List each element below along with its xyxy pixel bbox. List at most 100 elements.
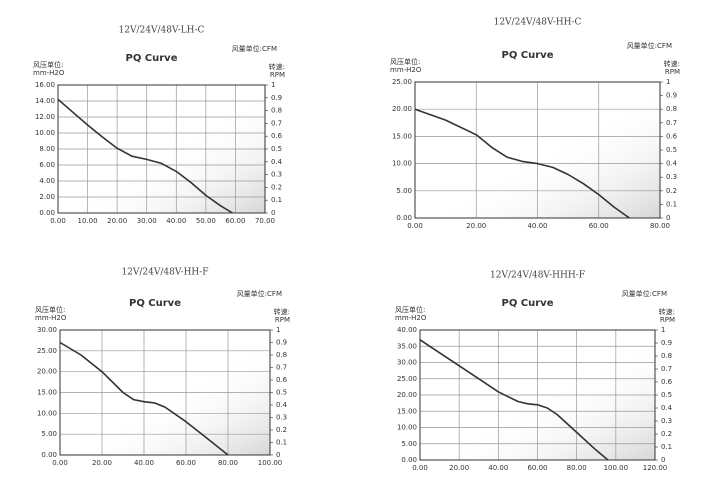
y2-tick-label: 0.7 <box>661 365 672 373</box>
y2-tick-label: 1 <box>271 81 275 89</box>
x-tick-label: 60.00 <box>527 464 547 472</box>
y2-tick-label: 0.9 <box>661 339 672 347</box>
y2-tick-label: 0.6 <box>666 132 678 140</box>
y2-axis-unit: RPM <box>270 71 285 79</box>
y-tick-label: 4.00 <box>39 177 55 185</box>
y2-tick-label: 0.7 <box>276 364 287 372</box>
x-tick-label: 60.00 <box>225 217 245 225</box>
y-tick-label: 25.00 <box>392 78 412 86</box>
y2-tick-label: 0 <box>666 214 670 222</box>
y-tick-label: 6.00 <box>39 161 55 169</box>
y2-tick-label: 0.4 <box>276 401 288 409</box>
chart-subtitle: PQ Curve <box>125 53 177 64</box>
y2-tick-label: 0.1 <box>666 200 677 208</box>
y2-tick-label: 0.3 <box>661 417 672 425</box>
y2-tick-label: 0.4 <box>271 158 283 166</box>
y2-axis-unit: RPM <box>660 316 675 324</box>
y2-tick-label: 0 <box>271 209 275 217</box>
y2-tick-label: 0.7 <box>666 119 677 127</box>
y2-tick-label: 0.6 <box>276 376 288 384</box>
x-tick-label: 80.00 <box>567 464 587 472</box>
y-tick-label: 15.00 <box>397 407 417 415</box>
y2-axis-label: 转速: <box>664 59 680 68</box>
y2-tick-label: 0.4 <box>661 404 673 412</box>
y2-tick-label: 0.4 <box>666 160 678 168</box>
y2-tick-label: 0.5 <box>271 145 282 153</box>
chart-subtitle: PQ Curve <box>501 50 553 61</box>
y-axis-label: 风压单位: <box>35 305 65 314</box>
x-tick-label: 60.00 <box>589 222 609 230</box>
y2-tick-label: 0.2 <box>271 183 282 191</box>
y-tick-label: 15.00 <box>392 132 412 140</box>
y-tick-label: 30.00 <box>37 326 57 334</box>
y2-tick-label: 0.3 <box>276 414 287 422</box>
y2-tick-label: 0.8 <box>666 105 677 113</box>
y2-tick-label: 0.3 <box>271 171 282 179</box>
x-tick-label: 0.00 <box>407 222 423 230</box>
x-tick-label: 20.00 <box>107 217 127 225</box>
y-tick-label: 15.00 <box>37 389 57 397</box>
y2-axis-unit: RPM <box>275 316 290 324</box>
y-axis-unit: mm-H2O <box>390 66 422 74</box>
x-tick-label: 100.00 <box>258 459 283 467</box>
y2-tick-label: 0.8 <box>661 352 672 360</box>
y-tick-label: 10.00 <box>397 424 417 432</box>
y-tick-label: 25.00 <box>37 347 57 355</box>
y-tick-label: 10.00 <box>392 160 412 168</box>
x-axis-label: 风量单位:CFM <box>232 44 277 53</box>
x-tick-label: 60.00 <box>176 459 196 467</box>
y-tick-label: 0.00 <box>401 456 417 464</box>
y2-tick-label: 0.1 <box>276 439 287 447</box>
y-axis-label: 风压单位: <box>33 60 63 69</box>
x-axis-label: 风量单位:CFM <box>627 41 672 50</box>
y2-tick-label: 0.1 <box>661 443 672 451</box>
y-tick-label: 16.00 <box>35 81 55 89</box>
chart-title: 12V/24V/48V-HH-F <box>121 268 208 278</box>
x-axis-label: 风量单位:CFM <box>622 289 667 298</box>
chart-title: 12V/24V/48V-LH-C <box>119 26 205 36</box>
y-tick-label: 30.00 <box>397 359 417 367</box>
y2-tick-label: 1 <box>666 78 670 86</box>
y-axis-unit: mm-H2O <box>35 314 67 322</box>
chart-title: 12V/24V/48V-HH-C <box>494 18 582 28</box>
y2-tick-label: 0.2 <box>661 430 672 438</box>
y2-tick-label: 0 <box>276 451 280 459</box>
y2-axis-label: 转速: <box>659 307 675 316</box>
plot-frame <box>414 81 661 219</box>
x-tick-label: 30.00 <box>137 217 157 225</box>
x-tick-label: 40.00 <box>488 464 508 472</box>
y-tick-label: 14.00 <box>35 97 55 105</box>
x-tick-label: 0.00 <box>52 459 68 467</box>
y2-tick-label: 0 <box>661 456 665 464</box>
y2-tick-label: 0.9 <box>271 94 282 102</box>
y-axis-label: 风压单位: <box>390 57 420 66</box>
y2-tick-label: 0.1 <box>271 196 282 204</box>
y2-tick-label: 0.2 <box>666 187 677 195</box>
y-tick-label: 5.00 <box>401 440 417 448</box>
y2-tick-label: 0.6 <box>271 132 283 140</box>
y-tick-label: 5.00 <box>396 187 412 195</box>
plot-frame <box>57 84 266 214</box>
y-tick-label: 12.00 <box>35 113 55 121</box>
x-tick-label: 80.00 <box>218 459 238 467</box>
y-axis-unit: mm-H2O <box>395 314 427 322</box>
y-tick-label: 0.00 <box>39 209 55 217</box>
chart-subtitle: PQ Curve <box>501 298 553 309</box>
y2-axis-unit: RPM <box>665 68 680 76</box>
y2-tick-label: 0.9 <box>666 92 677 100</box>
x-tick-label: 10.00 <box>78 217 98 225</box>
y-tick-label: 0.00 <box>396 214 412 222</box>
pq-curve <box>414 108 630 219</box>
y2-tick-label: 1 <box>276 326 280 334</box>
pq-curve <box>57 98 233 214</box>
y2-tick-label: 0.3 <box>666 173 677 181</box>
y-tick-label: 5.00 <box>41 430 57 438</box>
y-axis-label: 风压单位: <box>395 305 425 314</box>
x-tick-label: 70.00 <box>255 217 275 225</box>
x-axis-label: 风量单位:CFM <box>237 289 282 298</box>
x-tick-label: 40.00 <box>527 222 547 230</box>
plot-frame <box>59 329 271 456</box>
x-tick-label: 50.00 <box>196 217 216 225</box>
y2-axis-label: 转速: <box>274 307 290 316</box>
